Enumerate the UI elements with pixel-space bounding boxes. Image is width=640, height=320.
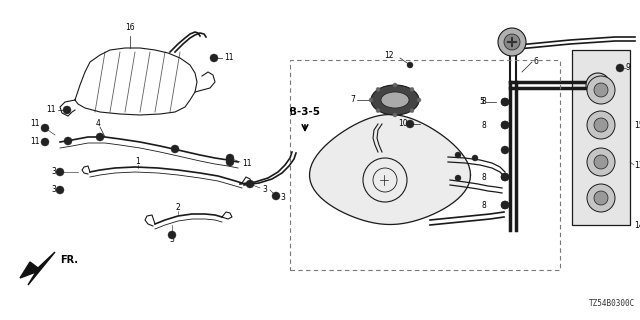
Text: 11: 11 [224, 53, 234, 62]
Circle shape [594, 155, 608, 169]
Circle shape [226, 154, 234, 162]
Ellipse shape [381, 92, 409, 108]
Text: 3: 3 [51, 186, 56, 195]
Circle shape [501, 98, 509, 106]
Text: 8: 8 [481, 98, 486, 107]
Text: 7: 7 [350, 95, 355, 105]
Circle shape [171, 145, 179, 153]
Text: 3: 3 [51, 167, 56, 177]
Circle shape [369, 98, 373, 102]
Circle shape [501, 201, 509, 209]
Text: 10: 10 [398, 119, 408, 129]
Bar [572, 50, 630, 225]
Circle shape [586, 73, 610, 97]
Circle shape [56, 186, 64, 194]
Circle shape [587, 111, 615, 139]
Circle shape [501, 173, 509, 181]
Circle shape [504, 34, 520, 50]
Text: 4: 4 [95, 119, 100, 129]
Circle shape [393, 113, 397, 117]
Circle shape [96, 133, 104, 141]
Text: 11: 11 [242, 159, 252, 169]
Text: 8: 8 [481, 172, 486, 181]
Circle shape [63, 106, 71, 114]
Circle shape [210, 54, 218, 62]
Circle shape [501, 173, 509, 181]
Circle shape [376, 108, 380, 113]
Text: 12: 12 [385, 51, 394, 60]
Circle shape [168, 231, 176, 239]
Text: 9: 9 [626, 63, 631, 73]
Circle shape [587, 148, 615, 176]
Circle shape [501, 201, 509, 209]
Text: 3: 3 [262, 186, 267, 195]
Circle shape [455, 152, 461, 158]
Text: 8: 8 [481, 121, 486, 130]
Circle shape [587, 76, 615, 104]
Circle shape [594, 83, 608, 97]
Circle shape [407, 62, 413, 68]
Circle shape [417, 98, 421, 102]
Text: 1: 1 [136, 157, 140, 166]
Circle shape [393, 83, 397, 87]
Circle shape [56, 168, 64, 176]
Text: 11: 11 [31, 119, 40, 129]
Text: 16: 16 [125, 23, 135, 32]
Circle shape [226, 158, 234, 166]
Polygon shape [20, 252, 55, 285]
Circle shape [501, 98, 509, 106]
Circle shape [501, 121, 509, 129]
Text: B-3-5: B-3-5 [289, 107, 321, 117]
Circle shape [246, 180, 254, 188]
Circle shape [410, 108, 414, 113]
Circle shape [498, 28, 526, 56]
Circle shape [455, 175, 461, 181]
Text: 3: 3 [170, 236, 175, 244]
Text: 15: 15 [634, 121, 640, 130]
Text: 3: 3 [280, 194, 285, 203]
Text: TZ54B0300C: TZ54B0300C [589, 299, 635, 308]
Text: 8: 8 [481, 201, 486, 210]
Text: 5: 5 [479, 98, 484, 107]
Bar [290, 60, 560, 270]
Text: 14: 14 [634, 220, 640, 229]
Circle shape [616, 64, 624, 72]
Circle shape [41, 124, 49, 132]
Ellipse shape [371, 85, 419, 115]
Circle shape [64, 137, 72, 145]
Circle shape [594, 118, 608, 132]
Text: 11: 11 [47, 106, 56, 115]
Circle shape [406, 120, 414, 128]
Circle shape [272, 192, 280, 200]
Circle shape [410, 87, 414, 92]
Text: 13: 13 [634, 161, 640, 170]
Text: 11: 11 [31, 138, 40, 147]
Circle shape [501, 146, 509, 154]
Text: FR.: FR. [60, 255, 78, 265]
Circle shape [501, 121, 509, 129]
Circle shape [41, 138, 49, 146]
Circle shape [587, 184, 615, 212]
Circle shape [594, 191, 608, 205]
Circle shape [472, 155, 478, 161]
Text: 2: 2 [175, 204, 180, 212]
Polygon shape [310, 115, 470, 225]
Circle shape [376, 87, 380, 92]
Text: 6: 6 [534, 58, 539, 67]
